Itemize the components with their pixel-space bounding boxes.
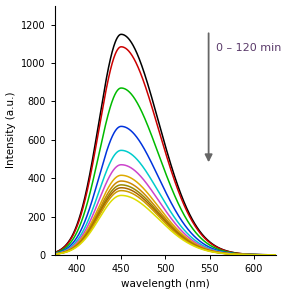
- Text: 0 – 120 min: 0 – 120 min: [216, 43, 282, 53]
- Y-axis label: Intensity (a.u.): Intensity (a.u.): [5, 92, 15, 168]
- X-axis label: wavelength (nm): wavelength (nm): [121, 279, 210, 289]
